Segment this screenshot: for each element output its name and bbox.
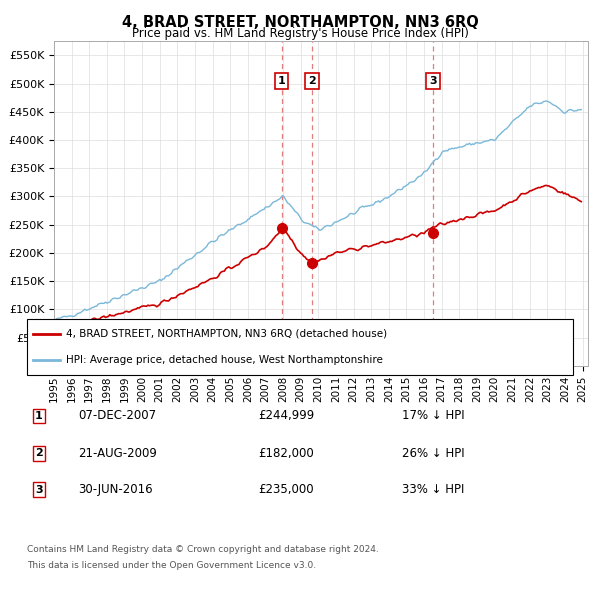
Text: 30-JUN-2016: 30-JUN-2016 — [78, 483, 152, 496]
Text: Price paid vs. HM Land Registry's House Price Index (HPI): Price paid vs. HM Land Registry's House … — [131, 27, 469, 40]
Text: 3: 3 — [429, 76, 437, 86]
Text: 21-AUG-2009: 21-AUG-2009 — [78, 447, 157, 460]
Text: 2: 2 — [308, 76, 316, 86]
Text: 07-DEC-2007: 07-DEC-2007 — [78, 409, 156, 422]
Text: £235,000: £235,000 — [258, 483, 314, 496]
Text: 4, BRAD STREET, NORTHAMPTON, NN3 6RQ (detached house): 4, BRAD STREET, NORTHAMPTON, NN3 6RQ (de… — [66, 329, 387, 339]
Text: This data is licensed under the Open Government Licence v3.0.: This data is licensed under the Open Gov… — [27, 560, 316, 570]
Text: Contains HM Land Registry data © Crown copyright and database right 2024.: Contains HM Land Registry data © Crown c… — [27, 545, 379, 555]
Text: 33% ↓ HPI: 33% ↓ HPI — [402, 483, 464, 496]
Text: 26% ↓ HPI: 26% ↓ HPI — [402, 447, 464, 460]
Text: 1: 1 — [278, 76, 286, 86]
Text: £182,000: £182,000 — [258, 447, 314, 460]
Text: 17% ↓ HPI: 17% ↓ HPI — [402, 409, 464, 422]
Text: 4, BRAD STREET, NORTHAMPTON, NN3 6RQ: 4, BRAD STREET, NORTHAMPTON, NN3 6RQ — [122, 15, 478, 30]
Text: 1: 1 — [35, 411, 43, 421]
Text: 2: 2 — [35, 448, 43, 458]
Text: 3: 3 — [35, 485, 43, 494]
Text: £244,999: £244,999 — [258, 409, 314, 422]
Text: HPI: Average price, detached house, West Northamptonshire: HPI: Average price, detached house, West… — [66, 355, 383, 365]
